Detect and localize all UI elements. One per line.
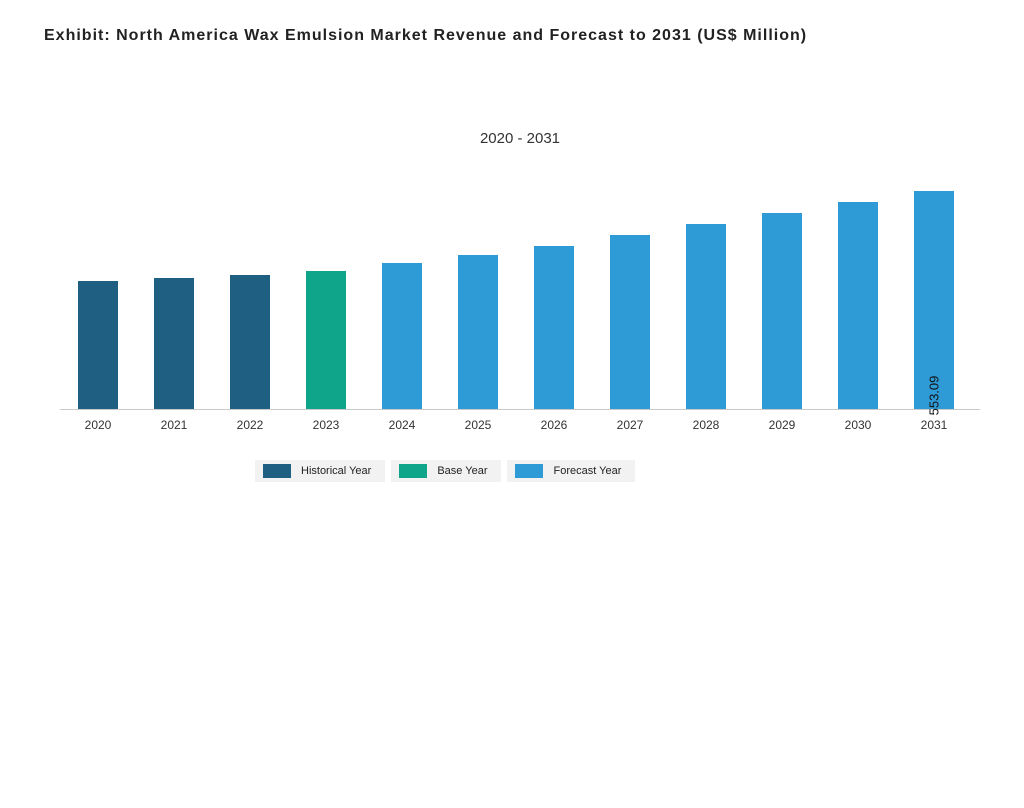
x-axis-label: 2020 — [60, 418, 136, 432]
legend-item: Base Year — [391, 460, 501, 482]
bar — [762, 213, 802, 409]
x-axis-label: 2023 — [288, 418, 364, 432]
bar-slot — [212, 157, 288, 409]
x-axis-label: 2025 — [440, 418, 516, 432]
bar-slot — [744, 157, 820, 409]
chart-area: 2020 - 2031 553.09 202020212022202320242… — [60, 130, 980, 450]
bar-slot — [136, 157, 212, 409]
legend-item: Forecast Year — [507, 460, 635, 482]
bar — [838, 202, 878, 409]
legend-item: Historical Year — [255, 460, 385, 482]
x-axis-label: 2021 — [136, 418, 212, 432]
bar — [534, 246, 574, 409]
bar: 553.09 — [914, 191, 954, 409]
x-axis-label: 2028 — [668, 418, 744, 432]
bar-slot — [364, 157, 440, 409]
bar-slot — [516, 157, 592, 409]
bar — [382, 263, 422, 409]
legend-label: Historical Year — [301, 465, 371, 477]
bar — [230, 275, 270, 409]
bar — [78, 281, 118, 409]
x-axis-label: 2029 — [744, 418, 820, 432]
x-axis-label: 2030 — [820, 418, 896, 432]
bar-slot — [668, 157, 744, 409]
bar-slot — [440, 157, 516, 409]
bar-slot — [60, 157, 136, 409]
bar-slot — [592, 157, 668, 409]
x-axis-label: 2027 — [592, 418, 668, 432]
bar-slot: 553.09 — [896, 157, 972, 409]
x-axis-label: 2031 — [896, 418, 972, 432]
bar — [686, 224, 726, 409]
legend-swatch — [399, 464, 427, 478]
bar-value-label: 553.09 — [927, 376, 942, 416]
bar — [306, 271, 346, 409]
legend-label: Base Year — [437, 465, 487, 477]
x-axis-label: 2024 — [364, 418, 440, 432]
legend-label: Forecast Year — [553, 465, 621, 477]
x-axis-labels: 2020202120222023202420252026202720282029… — [60, 418, 980, 438]
bar — [154, 278, 194, 409]
bar — [458, 255, 498, 409]
chart-legend: Historical Year Base Year Forecast Year — [255, 460, 855, 482]
bar-slot — [288, 157, 364, 409]
bar-slot — [820, 157, 896, 409]
chart-caption: 2020 - 2031 — [60, 130, 980, 147]
legend-swatch — [263, 464, 291, 478]
bar — [610, 235, 650, 409]
x-axis-label: 2022 — [212, 418, 288, 432]
x-axis-label: 2026 — [516, 418, 592, 432]
chart-plot: 553.09 — [60, 158, 980, 410]
chart-title: Exhibit: North America Wax Emulsion Mark… — [44, 22, 944, 49]
legend-swatch — [515, 464, 543, 478]
